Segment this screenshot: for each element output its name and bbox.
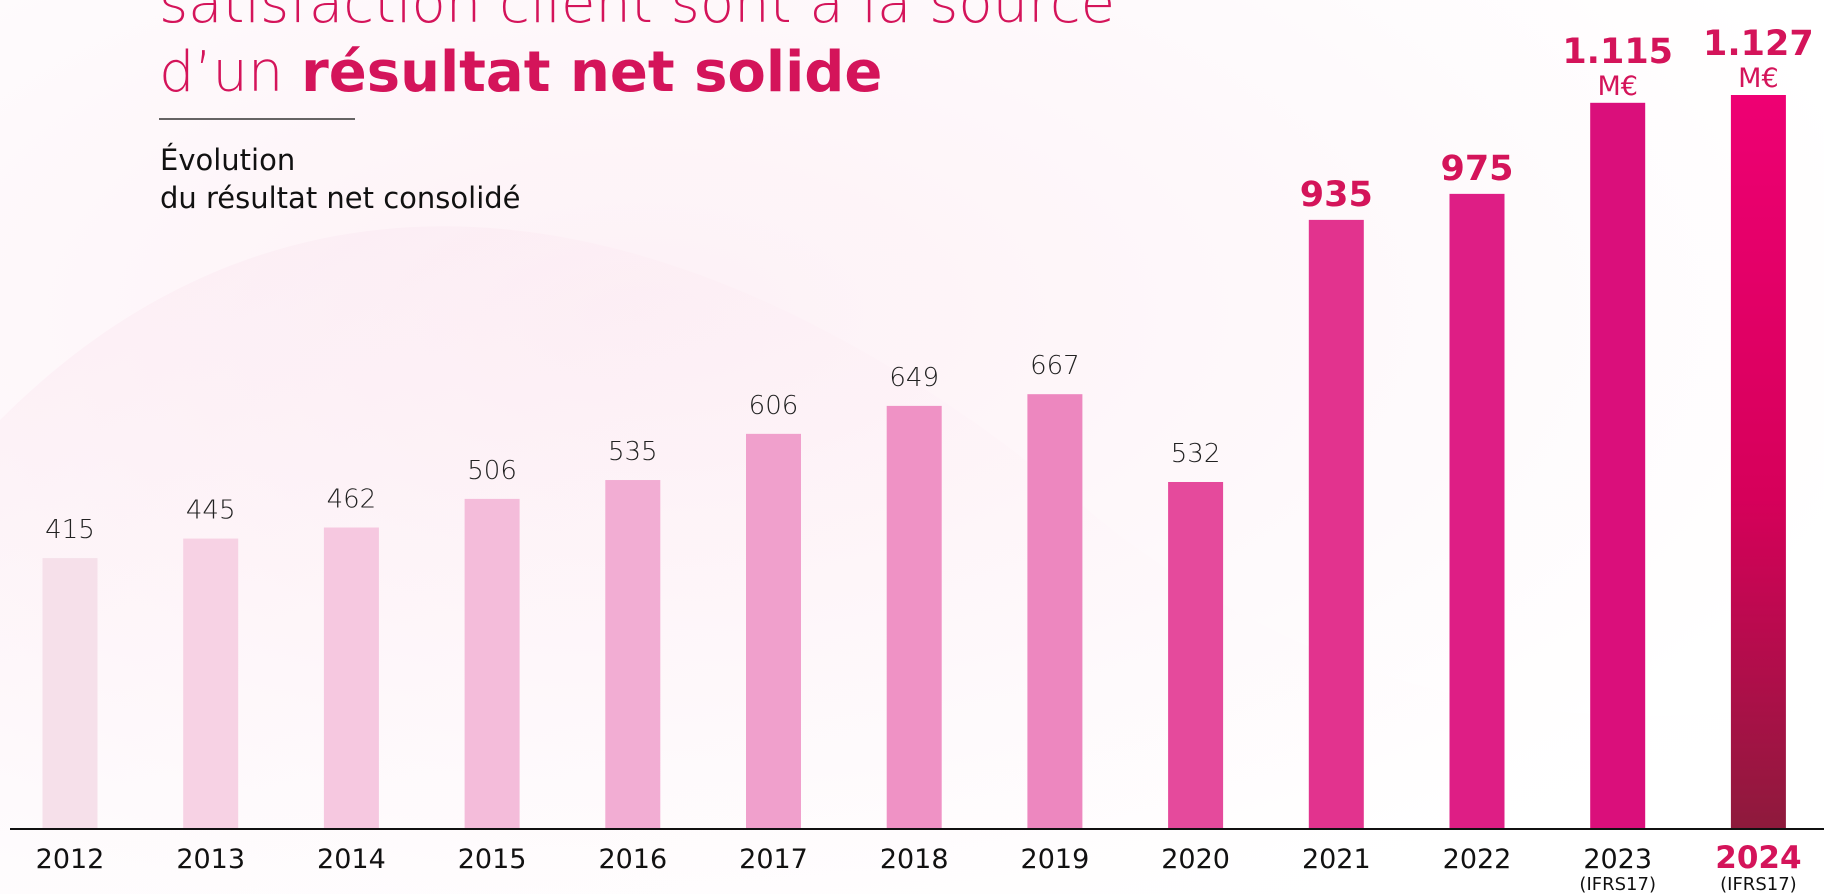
title-line: satisfaction client sont à la source [159,0,1115,36]
value-label: 1.115 [1562,32,1673,72]
bar [1027,394,1083,828]
x-tick-label: 2014 [317,844,386,875]
x-tick-label: 2022 [1443,844,1512,875]
value-label: 1.127 [1703,24,1814,64]
title-bold: résultat net solide [301,40,882,105]
value-label: 462 [327,485,377,515]
value-label: 667 [1030,351,1080,381]
bar [1590,102,1646,828]
bar [1449,193,1505,828]
x-tick-note: (IFRS17) [1720,874,1797,894]
bar [605,480,661,828]
bar [323,527,379,828]
x-tick-label: 2019 [1021,844,1090,875]
value-label: 415 [45,515,95,545]
value-label: 975 [1440,149,1513,189]
bar [1168,481,1224,828]
value-label: 532 [1171,439,1221,469]
unit-label: M€ [1597,71,1637,102]
bar [886,405,942,828]
unit-label: M€ [1738,63,1778,94]
x-tick-label: 2018 [880,844,949,875]
value-label: 535 [608,437,658,467]
x-tick-label: 2016 [598,844,667,875]
value-label: 445 [186,496,236,526]
x-tick-label: 2015 [458,844,527,875]
x-tick-label: 2013 [176,844,245,875]
x-tick-label: 2024 [1715,840,1801,876]
bar [42,558,98,828]
bar [746,433,801,828]
x-tick-label: 2021 [1302,844,1371,875]
bar [1308,219,1364,829]
subtitle: du résultat net consolidé [160,181,521,215]
x-tick-label: 2012 [36,844,105,875]
bar [183,538,239,828]
x-tick-label: 2017 [739,844,808,875]
value-label: 506 [467,456,517,486]
title-line: d’un résultat net solide [159,40,882,105]
title-prefix: d’un [159,40,283,105]
bar [464,498,520,828]
x-tick-label: 2020 [1161,844,1230,875]
value-label: 935 [1300,175,1373,215]
bar [1730,95,1786,828]
x-tick-note: (IFRS17) [1579,874,1656,894]
value-label: 649 [889,363,939,393]
value-label: 606 [749,391,799,421]
x-tick-label: 2023 [1583,844,1652,875]
subtitle: Évolution [160,143,295,177]
